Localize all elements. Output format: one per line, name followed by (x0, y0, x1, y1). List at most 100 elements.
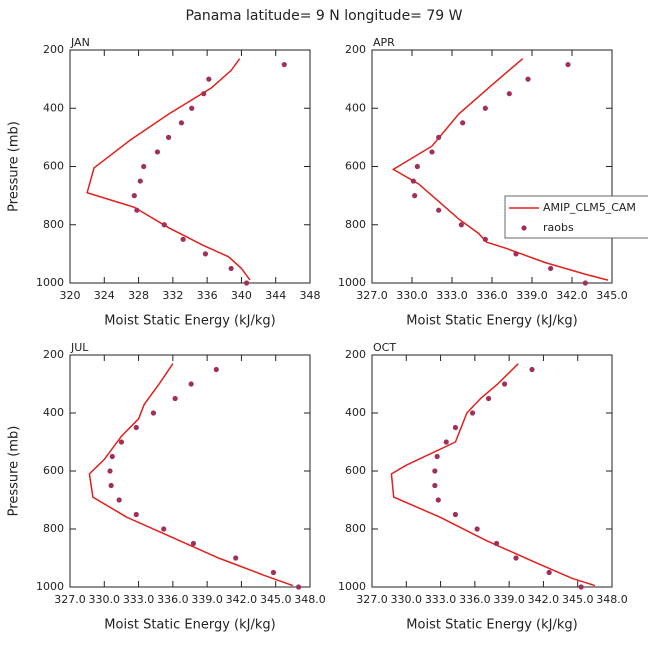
raob-point (133, 511, 139, 518)
raob-point (165, 134, 172, 140)
raob-point (281, 61, 287, 68)
legend-label: AMIP_CLM5_CAM (543, 201, 636, 214)
x-tick-label: 344 (265, 289, 286, 302)
raob-point (161, 222, 167, 228)
raob-point (109, 453, 115, 460)
x-tick-label: 333.0 (425, 593, 457, 606)
raob-point (141, 163, 147, 170)
raob-point (206, 76, 212, 82)
raob-point (189, 105, 195, 111)
plot-frame (69, 354, 311, 588)
x-tick-label: 342.0 (528, 593, 560, 606)
raob-point (150, 410, 157, 416)
y-tick-label: 800 (43, 522, 64, 535)
raob-point (548, 265, 554, 272)
y-tick-label: 1000 (36, 276, 64, 289)
raob-point (161, 526, 167, 532)
raob-point (228, 265, 234, 272)
x-tick-label: 340 (231, 289, 252, 302)
y-tick-label: 1000 (338, 276, 366, 289)
raob-point (154, 149, 161, 155)
raob-point (501, 381, 508, 387)
raob-point (435, 497, 441, 503)
raob-point (565, 61, 571, 68)
plot-frame (69, 49, 311, 284)
series-line (390, 363, 596, 587)
raob-point (133, 424, 139, 431)
raob-point (116, 497, 122, 503)
raob-point (546, 569, 552, 576)
raob-point (180, 236, 186, 242)
raob-point (436, 207, 442, 213)
series-line (88, 363, 294, 587)
raob-point (412, 193, 418, 199)
y-tick-label: 800 (345, 218, 366, 231)
y-tick-label: 200 (43, 348, 64, 361)
x-axis-label: Moist Static Energy (kJ/kg) (406, 314, 577, 329)
legend-label: raobs (543, 221, 574, 234)
x-tick-label: 339.0 (493, 593, 525, 606)
series-line (86, 58, 251, 281)
y-tick-label: 600 (43, 464, 64, 477)
raob-point (482, 105, 488, 111)
y-tick-label: 200 (345, 348, 366, 361)
raob-point (414, 163, 420, 170)
x-tick-label: 320 (60, 289, 81, 302)
x-axis-label: Moist Static Energy (kJ/kg) (406, 618, 577, 633)
x-tick-label: 342.0 (556, 289, 588, 302)
x-tick-label: 332 (162, 289, 183, 302)
panel-title: OCT (373, 341, 396, 354)
panel: JUL 327.0 330.0 333.0 336.0 339.0 342.0 345.0 34… (7, 341, 326, 633)
raob-point (513, 251, 519, 257)
legend-swatch (521, 225, 527, 231)
raob-point (134, 207, 140, 213)
y-tick-label: 400 (345, 406, 366, 419)
y-axis-label: Pressure (mb) (7, 121, 22, 212)
y-tick-label: 400 (43, 406, 64, 419)
raob-point (295, 584, 302, 590)
y-tick-label: 800 (345, 522, 366, 535)
y-tick-label: 600 (43, 160, 64, 173)
raob-point (243, 280, 250, 286)
raob-point (506, 91, 512, 97)
x-tick-label: 339.0 (191, 593, 223, 606)
raob-point (434, 453, 440, 460)
raob-point (582, 280, 588, 286)
x-tick-label: 336.0 (459, 593, 491, 606)
raob-point (452, 511, 459, 518)
raob-point (485, 395, 492, 402)
raob-point (482, 236, 488, 242)
y-tick-label: 600 (345, 160, 366, 173)
raob-point (460, 120, 466, 126)
panel-title: JAN (70, 36, 90, 49)
y-tick-label: 1000 (338, 580, 366, 593)
raob-point (513, 555, 519, 561)
panel-title: APR (373, 36, 395, 49)
raob-point (429, 149, 435, 155)
x-tick-label: 345.0 (260, 593, 292, 606)
x-tick-label: 333.0 (123, 593, 155, 606)
x-tick-label: 327.0 (356, 289, 388, 302)
x-axis-label: Moist Static Energy (kJ/kg) (104, 314, 275, 329)
raob-point (529, 366, 535, 373)
x-tick-label: 345.0 (562, 593, 594, 606)
raob-point (452, 424, 459, 431)
y-axis-label: Pressure (mb) (7, 426, 22, 517)
raob-point (474, 526, 480, 532)
x-tick-label: 330.0 (396, 289, 428, 302)
raob-point (458, 222, 464, 228)
raob-point (190, 540, 197, 547)
raob-point (443, 439, 449, 445)
panel: OCT 327.0 330.0 333.0 336.0 339.0 342.0 345.0 34… (338, 341, 628, 633)
legend-box (504, 195, 648, 239)
raob-point (270, 569, 277, 576)
raob-point (137, 178, 143, 184)
raob-point (432, 468, 438, 474)
raob-point (469, 410, 476, 416)
x-tick-label: 327.0 (54, 593, 86, 606)
raob-point (525, 76, 531, 82)
y-tick-label: 200 (345, 43, 366, 56)
x-tick-label: 336.0 (157, 593, 189, 606)
